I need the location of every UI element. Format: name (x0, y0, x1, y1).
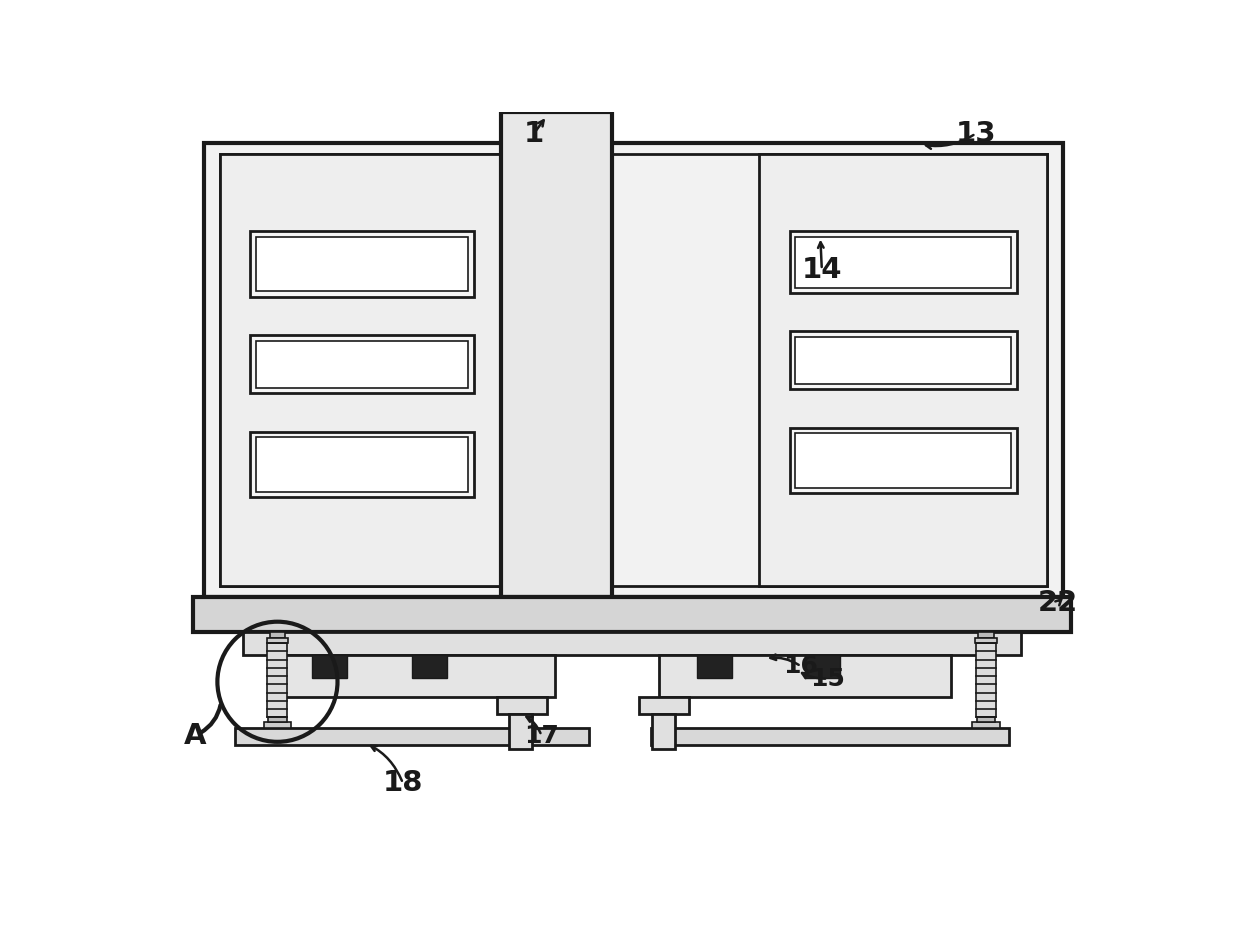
Bar (312, 655, 347, 678)
Text: 22: 22 (1038, 590, 1078, 618)
Bar (255, 237, 469, 291)
Bar (972, 722, 999, 728)
Bar (501, 112, 613, 597)
Bar (219, 154, 508, 586)
Bar (250, 431, 474, 497)
Bar (412, 655, 446, 678)
Bar (790, 331, 1017, 389)
Text: 1: 1 (523, 119, 544, 147)
Bar (795, 337, 1012, 383)
Bar (510, 714, 532, 749)
Bar (978, 632, 993, 638)
Bar (236, 728, 589, 745)
Bar (697, 655, 732, 678)
Bar (805, 655, 839, 678)
Bar (497, 697, 547, 714)
Bar (270, 632, 285, 638)
Bar (268, 717, 286, 722)
Bar (255, 341, 469, 387)
Text: 16: 16 (784, 654, 818, 678)
Bar (795, 237, 1012, 287)
Bar (790, 231, 1017, 293)
Bar (192, 597, 1070, 632)
Bar (250, 231, 474, 297)
Bar (255, 437, 469, 492)
Bar (976, 643, 996, 717)
Bar (640, 697, 689, 714)
Bar (270, 655, 554, 697)
Bar (795, 433, 1012, 488)
Text: 18: 18 (383, 770, 423, 798)
Bar (219, 154, 1048, 586)
Bar (759, 154, 1048, 586)
Text: 17: 17 (525, 724, 559, 747)
Text: 14: 14 (801, 256, 842, 284)
Text: 15: 15 (811, 667, 846, 690)
Bar (975, 638, 997, 643)
Bar (205, 143, 1063, 597)
Bar (264, 722, 291, 728)
Bar (250, 335, 474, 393)
Bar (977, 717, 994, 722)
Bar (267, 638, 288, 643)
Bar (651, 728, 1009, 745)
Bar (658, 655, 951, 697)
Bar (652, 714, 675, 749)
Bar (790, 427, 1017, 494)
Bar (268, 643, 288, 717)
Text: A: A (184, 721, 206, 749)
Bar (243, 632, 1021, 655)
Text: 13: 13 (956, 119, 996, 147)
